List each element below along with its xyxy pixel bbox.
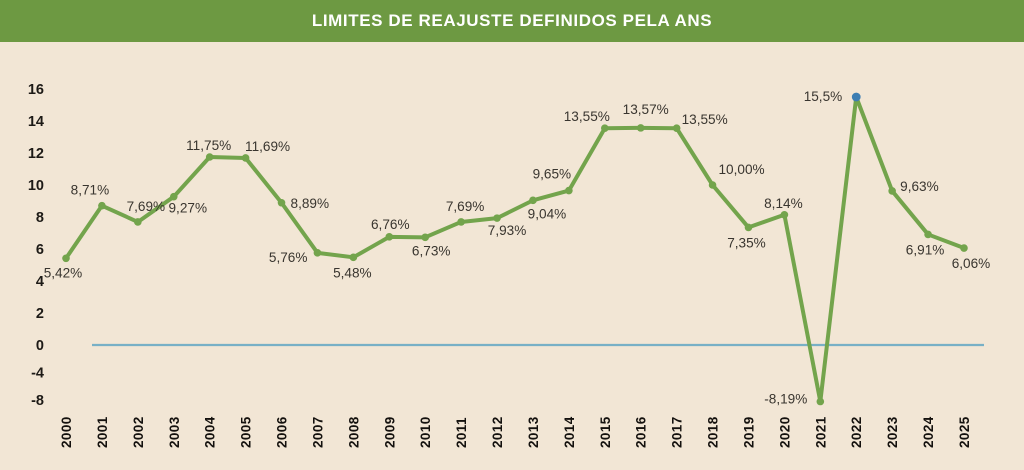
data-point-marker (816, 397, 825, 406)
highlight-data-point-marker (851, 92, 861, 102)
y-axis-tick-label: 6 (36, 242, 44, 258)
data-point-marker (134, 218, 142, 226)
data-point-marker (205, 153, 214, 161)
data-point-marker (98, 201, 106, 210)
y-axis-tick-label: 8 (36, 210, 44, 226)
data-point-label: 11,69% (245, 139, 290, 154)
data-point-marker (636, 124, 645, 132)
data-point-label: 9,04% (528, 206, 567, 221)
x-axis-year-label: 2017 (670, 416, 685, 448)
y-axis-tick-label: 16 (28, 82, 44, 98)
data-point-marker (744, 223, 753, 232)
chart-title-bar: LIMITES DE REAJUSTE DEFINIDOS PELA ANS (0, 0, 1024, 42)
data-point-label: 6,73% (412, 243, 451, 258)
data-point-label: 13,55% (564, 109, 610, 124)
data-point-label: 5,48% (333, 265, 372, 280)
x-axis-year-label: 2002 (131, 416, 146, 448)
y-axis-tick-label: 12 (28, 146, 44, 162)
data-point-marker (385, 233, 394, 241)
data-point-marker (457, 218, 465, 226)
data-point-marker (277, 198, 286, 207)
data-point-marker (62, 254, 70, 263)
data-point-label: 9,63% (900, 179, 939, 194)
y-axis-tick-label: 14 (28, 114, 44, 130)
x-axis-year-label: 2021 (813, 416, 828, 448)
data-point-label: 5,42% (44, 265, 83, 280)
y-axis-tick-label: -4 (31, 366, 44, 382)
data-point-marker (708, 181, 717, 189)
data-point-label: 9,27% (168, 201, 207, 216)
data-point-label: 6,76% (371, 217, 410, 232)
data-point-marker (888, 187, 896, 195)
x-axis-year-label: 2025 (957, 416, 972, 448)
data-point-label: 7,69% (127, 199, 166, 214)
x-axis-year-label: 2007 (310, 416, 325, 448)
y-axis-tick-label: 0 (36, 338, 44, 354)
x-axis-year-label: 2024 (921, 416, 936, 448)
data-point-label: 7,35% (727, 235, 766, 250)
x-axis-year-label: 2023 (885, 416, 900, 448)
x-axis-year-label: 2022 (849, 416, 864, 448)
x-axis-year-label: 2013 (526, 416, 541, 448)
data-point-label: 9,65% (533, 167, 572, 182)
x-axis-year-label: 2006 (275, 416, 290, 448)
x-axis-year-label: 2012 (490, 416, 505, 448)
y-axis-tick-label: -8 (31, 393, 44, 409)
data-point-marker (601, 124, 609, 132)
data-point-label: 8,71% (71, 183, 110, 198)
data-point-label: -8,19% (764, 392, 807, 407)
data-point-marker (780, 210, 789, 219)
y-axis-tick-label: 2 (36, 306, 44, 322)
series-line (64, 95, 966, 404)
x-axis-year-label: 2000 (59, 416, 74, 448)
data-point-label: 6,06% (952, 256, 991, 271)
x-axis-year-label: 2014 (562, 416, 577, 448)
data-point-marker (349, 253, 358, 262)
data-point-marker (960, 244, 968, 252)
data-point-label: 8,14% (764, 196, 803, 211)
x-axis-year-label: 2004 (203, 416, 218, 448)
data-point-label: 15,5% (804, 89, 843, 104)
data-point-marker (313, 249, 322, 257)
x-axis-year-label: 2005 (239, 416, 254, 448)
x-axis-year-label: 2010 (418, 416, 433, 448)
x-axis-year-label: 2008 (346, 416, 361, 448)
y-axis-tick-label: 10 (28, 178, 44, 194)
x-axis-year-label: 2001 (95, 416, 110, 448)
x-axis-year-label: 2015 (598, 416, 613, 448)
x-axis-year-label: 2003 (167, 416, 182, 448)
data-point-label: 13,57% (623, 102, 669, 117)
x-axis-year-label: 2020 (777, 416, 792, 448)
chart-title: LIMITES DE REAJUSTE DEFINIDOS PELA ANS (311, 11, 713, 30)
data-point-label: 6,91% (906, 242, 945, 257)
data-point-label: 11,75% (186, 138, 231, 153)
data-point-marker (672, 124, 681, 132)
data-point-label: 7,93% (488, 223, 527, 238)
plot-area: 16 14 12 10 8 6 4 2 0 -4 -8 5,42% 8,71% 7,69% 9,27% 11,… (0, 42, 1024, 470)
x-axis-year-label: 2011 (454, 417, 469, 448)
x-axis-year-label: 2019 (741, 416, 756, 448)
data-point-marker (421, 233, 430, 242)
data-point-marker (529, 196, 537, 205)
data-point-label: 5,76% (269, 250, 308, 265)
data-point-marker (493, 214, 501, 222)
data-point-marker (924, 230, 932, 239)
data-point-label: 10,00% (719, 162, 765, 177)
data-point-label: 7,69% (446, 199, 485, 214)
data-point-marker (169, 192, 178, 201)
data-point-marker (565, 186, 573, 195)
data-point-label: 13,55% (682, 112, 728, 127)
x-axis-year-label: 2016 (634, 416, 649, 448)
x-axis-year-label: 2009 (382, 416, 397, 448)
data-point-label: 8,89% (291, 196, 330, 211)
data-point-marker (241, 154, 250, 162)
x-axis-year-label: 2018 (706, 416, 721, 448)
y-axis-tick-label: 4 (36, 274, 44, 290)
